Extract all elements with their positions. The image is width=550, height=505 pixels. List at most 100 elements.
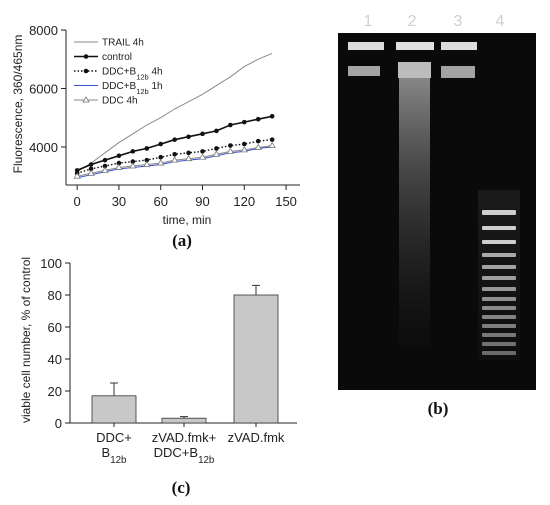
data-point-a <box>186 134 191 140</box>
ladder-band <box>482 324 516 328</box>
y-axis-label-c: viable cell number, % of control <box>19 257 33 423</box>
ladder-band <box>482 210 516 215</box>
series-1-a <box>76 52 273 173</box>
data-point-a <box>73 172 81 179</box>
data-point-a <box>268 141 276 148</box>
data-point-a <box>269 137 275 142</box>
data-point-a <box>255 138 261 144</box>
legend-marker-a <box>82 96 90 103</box>
data-point-a <box>115 163 123 170</box>
data-point-a <box>214 146 219 151</box>
ladder-band <box>482 333 516 337</box>
lane-label: 3 <box>454 13 463 30</box>
data-point-a <box>88 166 94 172</box>
x-tick-label-a: 90 <box>195 194 209 209</box>
data-point-a <box>172 137 177 142</box>
panel-label-c: (c) <box>172 478 191 497</box>
category-label-c: zVAD.fmk+ <box>152 430 216 445</box>
data-point-a <box>129 162 137 169</box>
y-tick-label-c: 40 <box>48 352 62 367</box>
data-point-a <box>170 156 179 163</box>
x-tick-label-a: 150 <box>275 194 297 209</box>
series-line-a <box>76 139 273 174</box>
data-point-a <box>198 153 207 160</box>
y-axis-label-a: Fluorescence, 360/465nm <box>11 35 25 174</box>
data-point-a <box>144 146 150 151</box>
x-tick-label-a: 30 <box>112 194 126 209</box>
bar-c <box>91 395 137 424</box>
category-label-c: DDC+B12b <box>154 445 215 466</box>
y-tick-label-a: 8000 <box>29 23 58 38</box>
ladder-band <box>482 226 516 230</box>
x-tick-label-a: 60 <box>153 194 167 209</box>
well-lane-2 <box>396 42 434 50</box>
y-tick-label-c: 0 <box>55 416 62 431</box>
data-point-a <box>144 157 150 163</box>
series-2-a <box>74 113 275 173</box>
chart-c: viable cell number, % of control (c) 0 20… <box>19 256 297 497</box>
smear-lane-4 <box>478 190 520 360</box>
data-point-a <box>157 159 165 166</box>
data-point-a <box>184 154 193 162</box>
data-point-a <box>226 147 235 154</box>
data-point-a <box>200 131 205 137</box>
data-point-a <box>102 157 108 163</box>
data-point-a <box>130 159 136 164</box>
well-lane-3 <box>441 42 477 50</box>
data-point-a <box>88 162 94 167</box>
bar-c <box>161 417 207 424</box>
data-point-a <box>101 166 109 173</box>
legend-item-a: DDC+B12b 1h <box>74 81 163 96</box>
legend-item-a: control <box>74 52 132 63</box>
data-point-a <box>130 149 136 154</box>
series-line-a <box>76 52 273 173</box>
ladder-band <box>482 240 516 244</box>
x-axis-label-a: time, min <box>163 213 212 227</box>
well-lane-1 <box>348 42 384 50</box>
y-tick-label-c: 60 <box>48 320 62 335</box>
y-tick-label-c: 80 <box>48 288 62 303</box>
data-point-a <box>172 151 177 157</box>
band-lane-2 <box>398 62 431 78</box>
band-lane-1 <box>348 66 380 76</box>
data-point-a <box>212 150 221 157</box>
legend-item-a: DDC 4h <box>74 96 138 107</box>
legend-label-a: DDC 4h <box>102 96 138 107</box>
bar-c <box>233 294 279 424</box>
legend-marker-a <box>83 54 89 59</box>
legend-label-a: control <box>102 52 132 63</box>
ladder-band <box>482 253 516 257</box>
gel-lanes: 1 2 3 4 <box>364 13 505 30</box>
data-point-a <box>255 116 261 122</box>
data-point-a <box>200 149 205 154</box>
ladder-band <box>482 265 516 269</box>
smear-lane-2 <box>399 78 430 348</box>
data-point-a <box>186 150 191 156</box>
legend-marker-a <box>83 68 89 74</box>
data-point-a <box>143 160 151 167</box>
panel-label-a: (a) <box>172 231 192 250</box>
ladder-band <box>482 342 516 346</box>
x-tick-label-a: 120 <box>233 194 255 209</box>
data-point-a <box>269 113 275 119</box>
ladder-band <box>482 315 516 319</box>
y-tick-label-c: 20 <box>48 384 62 399</box>
series-5-a <box>73 141 276 179</box>
data-point-a <box>214 128 219 134</box>
data-point-a <box>116 153 122 159</box>
y-tick-label-a: 4000 <box>29 140 58 155</box>
lane-label: 1 <box>364 13 373 30</box>
gel-image: 1 2 3 4 (b) <box>338 13 536 418</box>
ladder-band <box>482 306 516 310</box>
data-point-a <box>158 141 164 147</box>
panel-label-b: (b) <box>428 399 449 418</box>
y-tick-label-c: 100 <box>40 256 62 271</box>
legend-label-a: TRAIL 4h <box>102 38 144 49</box>
data-point-a <box>240 146 248 153</box>
legend-item-a: DDC+B12b 4h <box>74 67 163 81</box>
category-label-c: DDC+ <box>96 430 132 445</box>
data-point-a <box>241 119 247 125</box>
